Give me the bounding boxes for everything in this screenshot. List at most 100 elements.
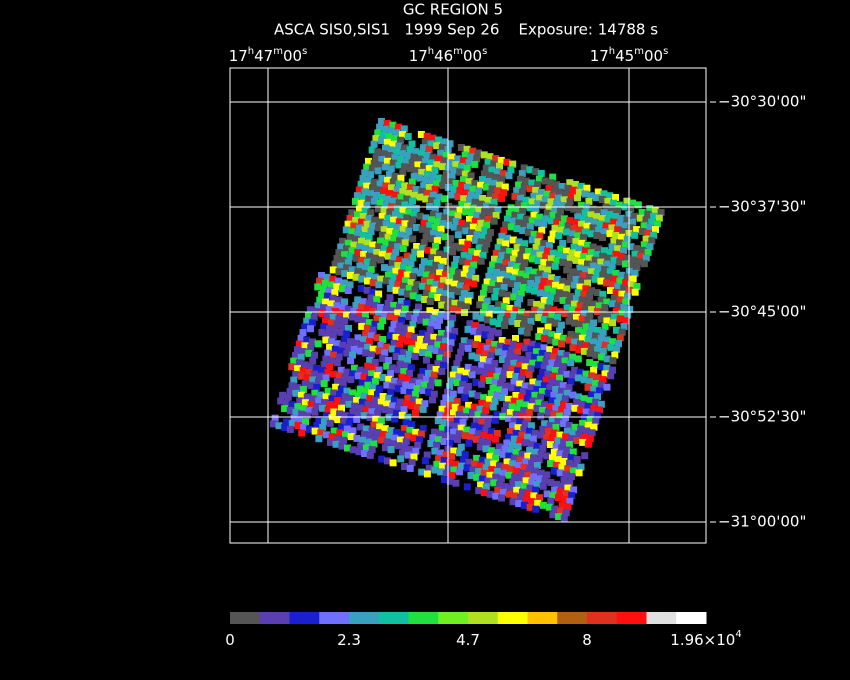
pixel <box>447 216 455 224</box>
pixel <box>517 194 525 202</box>
pixel <box>382 144 389 152</box>
pixel <box>579 215 587 223</box>
pixel <box>448 172 456 180</box>
pixel <box>432 242 440 250</box>
pixel <box>456 206 464 214</box>
pixel <box>424 265 432 273</box>
pixel <box>386 313 394 321</box>
pixel <box>509 479 517 487</box>
pixel <box>344 220 352 228</box>
pixel <box>446 439 454 447</box>
pixel <box>592 417 600 425</box>
pixel <box>499 170 507 178</box>
pixel <box>516 475 524 483</box>
pixel <box>490 160 498 168</box>
pixel <box>603 298 611 306</box>
pixel <box>442 394 450 402</box>
pixel <box>479 233 487 240</box>
pixel <box>373 334 381 342</box>
pixel <box>502 240 510 248</box>
pixel <box>379 355 387 362</box>
pixel <box>553 200 561 208</box>
pixel <box>582 342 590 350</box>
pixel <box>552 386 560 393</box>
pixel <box>379 250 386 258</box>
pixel <box>532 467 539 475</box>
pixel <box>409 377 417 385</box>
pixel <box>494 263 502 271</box>
colorbar-segment <box>378 612 409 624</box>
pixel <box>380 207 388 215</box>
pixel <box>552 367 560 374</box>
pixel <box>384 252 392 260</box>
pixel <box>516 418 524 426</box>
pixel <box>608 262 616 270</box>
pixel <box>597 381 605 389</box>
pixel <box>496 257 504 265</box>
pixel <box>505 210 513 217</box>
ra-label: 17h45m00s <box>590 46 669 65</box>
pixel <box>462 246 470 254</box>
ra-label-part: s <box>482 46 487 57</box>
pixel <box>450 409 457 417</box>
pixel <box>506 409 514 417</box>
pixel <box>411 390 419 398</box>
pixel <box>407 326 415 334</box>
pixel <box>622 260 629 268</box>
pixel <box>424 246 432 254</box>
pixel <box>634 201 642 209</box>
pixel <box>410 153 418 161</box>
pixel <box>609 338 617 346</box>
pixel <box>391 153 399 161</box>
pixel <box>510 397 518 405</box>
pixel <box>424 331 432 339</box>
pixel <box>417 269 425 277</box>
pixel <box>326 438 334 446</box>
pixel <box>323 431 330 439</box>
pixel <box>635 258 643 266</box>
pixel <box>501 483 509 491</box>
pixel <box>324 387 332 395</box>
pixel <box>571 423 579 431</box>
pixel <box>517 251 525 259</box>
pixel <box>566 497 574 505</box>
colorbar: 0 2.3 4.7 8 1.96×104 <box>225 612 742 649</box>
pixel <box>620 304 628 311</box>
pixel <box>467 472 475 479</box>
pixel <box>560 196 568 204</box>
subtitle: ASCA SIS0,SIS1 1999 Sep 26 Exposure: 147… <box>274 21 658 39</box>
pixel <box>362 425 370 433</box>
pixel <box>576 226 584 234</box>
pixel <box>480 151 488 159</box>
pixel <box>467 172 475 180</box>
pixel <box>417 250 424 258</box>
pixel <box>301 323 309 331</box>
pixel <box>462 369 470 377</box>
pixel <box>294 384 302 392</box>
pixel <box>508 384 516 392</box>
pixel <box>470 327 478 335</box>
pixel <box>471 179 479 187</box>
pixel <box>359 213 367 220</box>
pixel <box>358 275 366 283</box>
pixel <box>292 351 299 359</box>
pixel <box>633 226 641 234</box>
pixel <box>434 360 442 368</box>
pixel <box>416 193 424 201</box>
pixel <box>499 375 506 382</box>
pixel <box>399 150 407 158</box>
pixel <box>469 185 477 193</box>
pixel <box>366 376 374 383</box>
pixel <box>396 398 404 406</box>
pixel <box>505 490 513 498</box>
pixel <box>553 257 561 265</box>
pixel <box>384 214 392 222</box>
pixel <box>460 252 468 260</box>
pixel <box>400 406 408 414</box>
pixel <box>401 144 408 152</box>
pixel <box>487 267 495 275</box>
pixel <box>403 233 411 241</box>
pixel <box>435 155 443 163</box>
pixel <box>300 405 307 412</box>
pixel <box>383 400 391 408</box>
